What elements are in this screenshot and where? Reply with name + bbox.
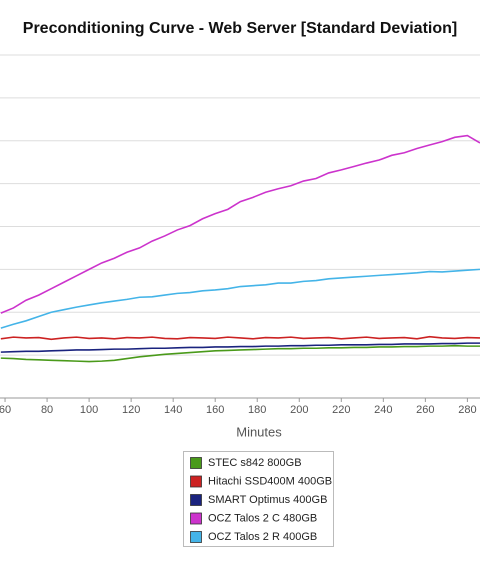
x-tick-label: 260 — [416, 404, 434, 416]
legend-label: Hitachi SSD400M 400GB — [208, 475, 332, 487]
series-line — [0, 335, 480, 341]
legend-swatch — [190, 531, 202, 543]
legend-label: SMART Optimus 400GB — [208, 494, 327, 506]
x-tick-label: 280 — [458, 404, 476, 416]
x-tick-label: 140 — [164, 404, 182, 416]
series-line — [0, 268, 480, 329]
legend-swatch — [190, 512, 202, 525]
x-tick-label: 100 — [80, 404, 98, 416]
legend-box — [183, 451, 334, 547]
x-tick-label: 160 — [206, 404, 224, 416]
legend-label: OCZ Talos 2 R 400GB — [208, 531, 317, 543]
legend-swatch — [190, 475, 202, 488]
x-tick-label: 200 — [290, 404, 308, 416]
x-tick-label: 60 — [0, 404, 11, 416]
x-tick-label: 180 — [248, 404, 266, 416]
x-tick-label: 220 — [332, 404, 350, 416]
legend-label: STEC s842 800GB — [208, 457, 302, 469]
x-axis-title: Minutes — [236, 424, 282, 439]
legend-swatch — [190, 457, 202, 469]
series-line — [0, 344, 480, 363]
legend-label: OCZ Talos 2 C 480GB — [208, 512, 317, 524]
x-tick-label: 240 — [374, 404, 392, 416]
series-line — [0, 342, 480, 353]
x-tick-label: 80 — [41, 404, 53, 416]
legend-swatch — [190, 494, 202, 506]
series-line — [0, 134, 480, 314]
chart-title: Preconditioning Curve - Web Server [Stan… — [23, 20, 457, 37]
x-tick-label: 120 — [122, 404, 140, 416]
